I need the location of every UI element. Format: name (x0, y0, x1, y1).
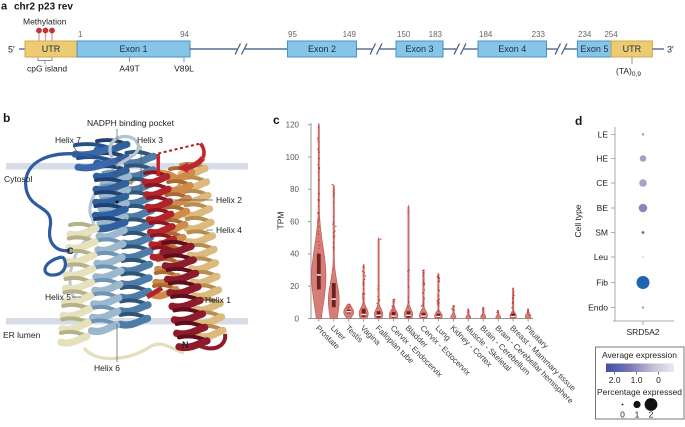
svg-text:a: a (1, 1, 8, 13)
svg-text:Exon 3: Exon 3 (405, 44, 433, 54)
svg-text:100: 100 (286, 153, 300, 162)
svg-text:cpG island: cpG island (27, 64, 67, 74)
svg-text:254: 254 (604, 30, 618, 39)
svg-text:TPM: TPM (276, 212, 286, 230)
svg-text:chr2 p23 rev: chr2 p23 rev (14, 2, 73, 13)
svg-text:N: N (182, 340, 189, 350)
svg-text:LE: LE (598, 130, 609, 140)
svg-text:60: 60 (290, 217, 299, 226)
svg-text:40: 40 (290, 250, 299, 259)
svg-text:233: 233 (532, 30, 546, 39)
svg-text:Methylation: Methylation (23, 17, 67, 27)
svg-text:Helix 6: Helix 6 (94, 363, 120, 373)
svg-text:Helix 2: Helix 2 (216, 195, 242, 205)
svg-text:Exon 2: Exon 2 (308, 44, 336, 54)
svg-text:SRD5A2: SRD5A2 (626, 327, 659, 337)
svg-text:SM: SM (595, 228, 608, 238)
svg-text:234: 234 (578, 30, 592, 39)
svg-text:183: 183 (429, 30, 443, 39)
svg-text:150: 150 (397, 30, 411, 39)
svg-text:A49T: A49T (119, 64, 139, 74)
svg-text:1: 1 (635, 410, 640, 420)
svg-text:Cell type: Cell type (573, 204, 583, 237)
svg-text:c: c (273, 113, 280, 127)
svg-text:20: 20 (290, 282, 299, 291)
svg-text:C: C (67, 246, 74, 256)
svg-text:Endo: Endo (588, 303, 608, 313)
svg-text:HE: HE (596, 154, 608, 164)
svg-text:0: 0 (656, 375, 661, 385)
svg-text:Percentage expressed: Percentage expressed (597, 387, 682, 397)
svg-text:0: 0 (295, 314, 300, 323)
svg-text:94: 94 (180, 30, 189, 39)
svg-text:2.0: 2.0 (609, 375, 621, 385)
svg-text:80: 80 (290, 185, 299, 194)
svg-text:BE: BE (597, 203, 609, 213)
svg-text:Helix 5: Helix 5 (45, 292, 71, 302)
svg-text:UTR: UTR (623, 44, 642, 54)
svg-text:CE: CE (596, 178, 608, 188)
svg-text:Helix 3: Helix 3 (137, 135, 163, 145)
svg-text:184: 184 (479, 30, 493, 39)
svg-text:ER lumen: ER lumen (3, 330, 41, 340)
svg-text:1.0: 1.0 (631, 375, 643, 385)
svg-text:Exon 5: Exon 5 (580, 44, 608, 54)
svg-text:V89L: V89L (174, 64, 194, 74)
svg-text:1: 1 (78, 30, 83, 39)
svg-text:0: 0 (620, 410, 625, 420)
svg-text:Helix 1: Helix 1 (205, 295, 231, 305)
svg-text:Fib: Fib (596, 278, 608, 288)
svg-text:95: 95 (288, 30, 297, 39)
svg-text:NADPH binding pocket: NADPH binding pocket (87, 118, 175, 128)
svg-text:Leu: Leu (594, 252, 608, 262)
svg-text:Cytosol: Cytosol (4, 174, 32, 184)
svg-text:120: 120 (286, 121, 300, 130)
svg-text:Average expression: Average expression (602, 350, 677, 360)
svg-text:3′: 3′ (667, 45, 674, 55)
svg-text:Exon 4: Exon 4 (498, 44, 526, 54)
svg-text:Helix 7: Helix 7 (55, 135, 81, 145)
svg-text:b: b (3, 111, 10, 125)
svg-text:2: 2 (649, 410, 654, 420)
svg-text:UTR: UTR (42, 44, 61, 54)
svg-text:149: 149 (343, 30, 357, 39)
svg-text:Helix 4: Helix 4 (216, 225, 242, 235)
svg-text:5′: 5′ (8, 45, 15, 55)
svg-text:d: d (575, 114, 582, 128)
svg-text:Exon 1: Exon 1 (119, 44, 147, 54)
